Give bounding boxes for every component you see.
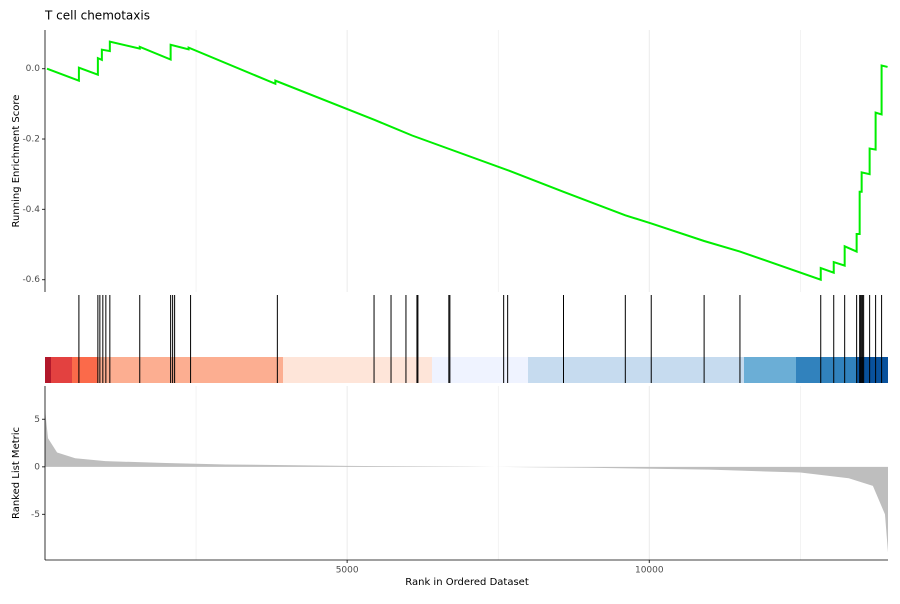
band-segment: [744, 357, 796, 383]
band-segment: [72, 357, 98, 383]
band-segment: [51, 357, 72, 383]
band-segment: [283, 357, 432, 383]
x-axis-label: Rank in Ordered Dataset: [405, 577, 529, 588]
chart-title: T cell chemotaxis: [44, 9, 150, 23]
x-tick-label: 5000: [336, 566, 359, 576]
y-axis-label: Ranked List Metric: [11, 427, 22, 519]
band-segment: [45, 357, 51, 383]
y-tick-label: 0: [34, 462, 40, 472]
band-segment: [796, 357, 857, 383]
y-tick-label: -0.4: [22, 205, 40, 215]
y-tick-label: -5: [31, 510, 40, 520]
y-tick-label: 0.0: [26, 64, 41, 74]
band-segment: [432, 357, 528, 383]
band-segment: [528, 357, 744, 383]
x-tick-label: 10000: [635, 566, 664, 576]
y-tick-label: -0.6: [22, 275, 40, 285]
color-band: [45, 357, 888, 383]
y-tick-label: -0.2: [22, 135, 40, 145]
running-es-line: [46, 40, 888, 282]
y-axis-label: Running Enrichment Score: [11, 95, 22, 228]
y-tick-label: 5: [34, 415, 40, 425]
